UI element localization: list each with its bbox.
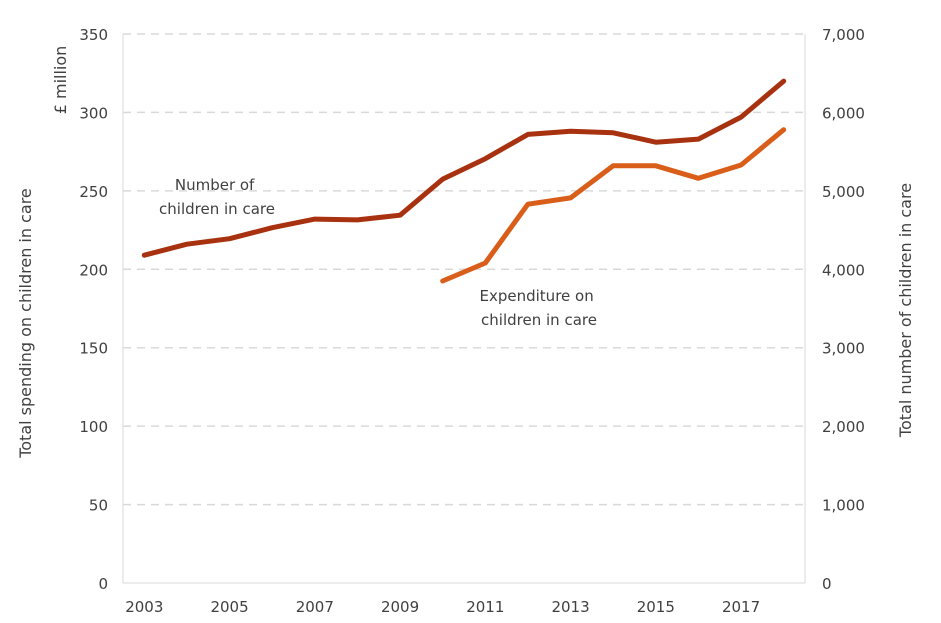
series-line-children	[141, 78, 787, 258]
right-tick-label: 1,000	[822, 497, 865, 515]
right-tick-label: 7,000	[822, 26, 865, 44]
right-axis-ticks: 0 1,000 2,000 3,000 4,000 5,000 6,000 7,000	[822, 26, 865, 593]
x-tick-label: 2009	[381, 598, 419, 616]
right-tick-label: 5,000	[822, 183, 865, 201]
x-tick-label: 2003	[125, 598, 163, 616]
left-tick-label: 100	[79, 418, 108, 436]
left-axis-ticks: 0 50 100 150 200 250 300 350	[79, 26, 108, 593]
right-tick-label: 0	[822, 575, 832, 593]
left-tick-label: 250	[79, 183, 108, 201]
annotation-children-line-1: Number of	[175, 176, 255, 194]
annotation-children: Number of children in care	[159, 176, 275, 218]
left-tick-label: 50	[89, 497, 108, 515]
right-tick-label: 4,000	[822, 261, 865, 279]
right-axis-title: Total number of children in care	[896, 183, 915, 438]
x-tick-label: 2005	[210, 598, 248, 616]
left-tick-label: 300	[79, 104, 108, 122]
left-tick-label: 350	[79, 26, 108, 44]
series-lines	[141, 78, 787, 284]
annotation-expenditure-line-1: Expenditure on	[480, 287, 594, 305]
x-tick-label: 2013	[551, 598, 589, 616]
x-tick-label: 2011	[466, 598, 504, 616]
right-tick-label: 3,000	[822, 340, 865, 358]
left-tick-label: 200	[79, 261, 108, 279]
right-tick-label: 6,000	[822, 104, 865, 122]
annotation-expenditure-line-2: children in care	[481, 311, 597, 329]
gridlines	[123, 33, 805, 506]
x-tick-label: 2017	[722, 598, 760, 616]
left-axis-title: Total spending on children in care	[16, 188, 35, 459]
left-tick-label: 0	[98, 575, 108, 593]
right-tick-label: 2,000	[822, 418, 865, 436]
left-tick-label: 150	[79, 340, 108, 358]
x-axis-ticks: 2003 2005 2007 2009 2011 2013 2015 2017	[125, 598, 760, 616]
x-tick-label: 2007	[296, 598, 334, 616]
left-axis-unit: £ million	[51, 46, 70, 115]
annotation-children-line-2: children in care	[159, 200, 275, 218]
x-tick-label: 2015	[637, 598, 675, 616]
annotation-expenditure: Expenditure on children in care	[480, 287, 599, 329]
